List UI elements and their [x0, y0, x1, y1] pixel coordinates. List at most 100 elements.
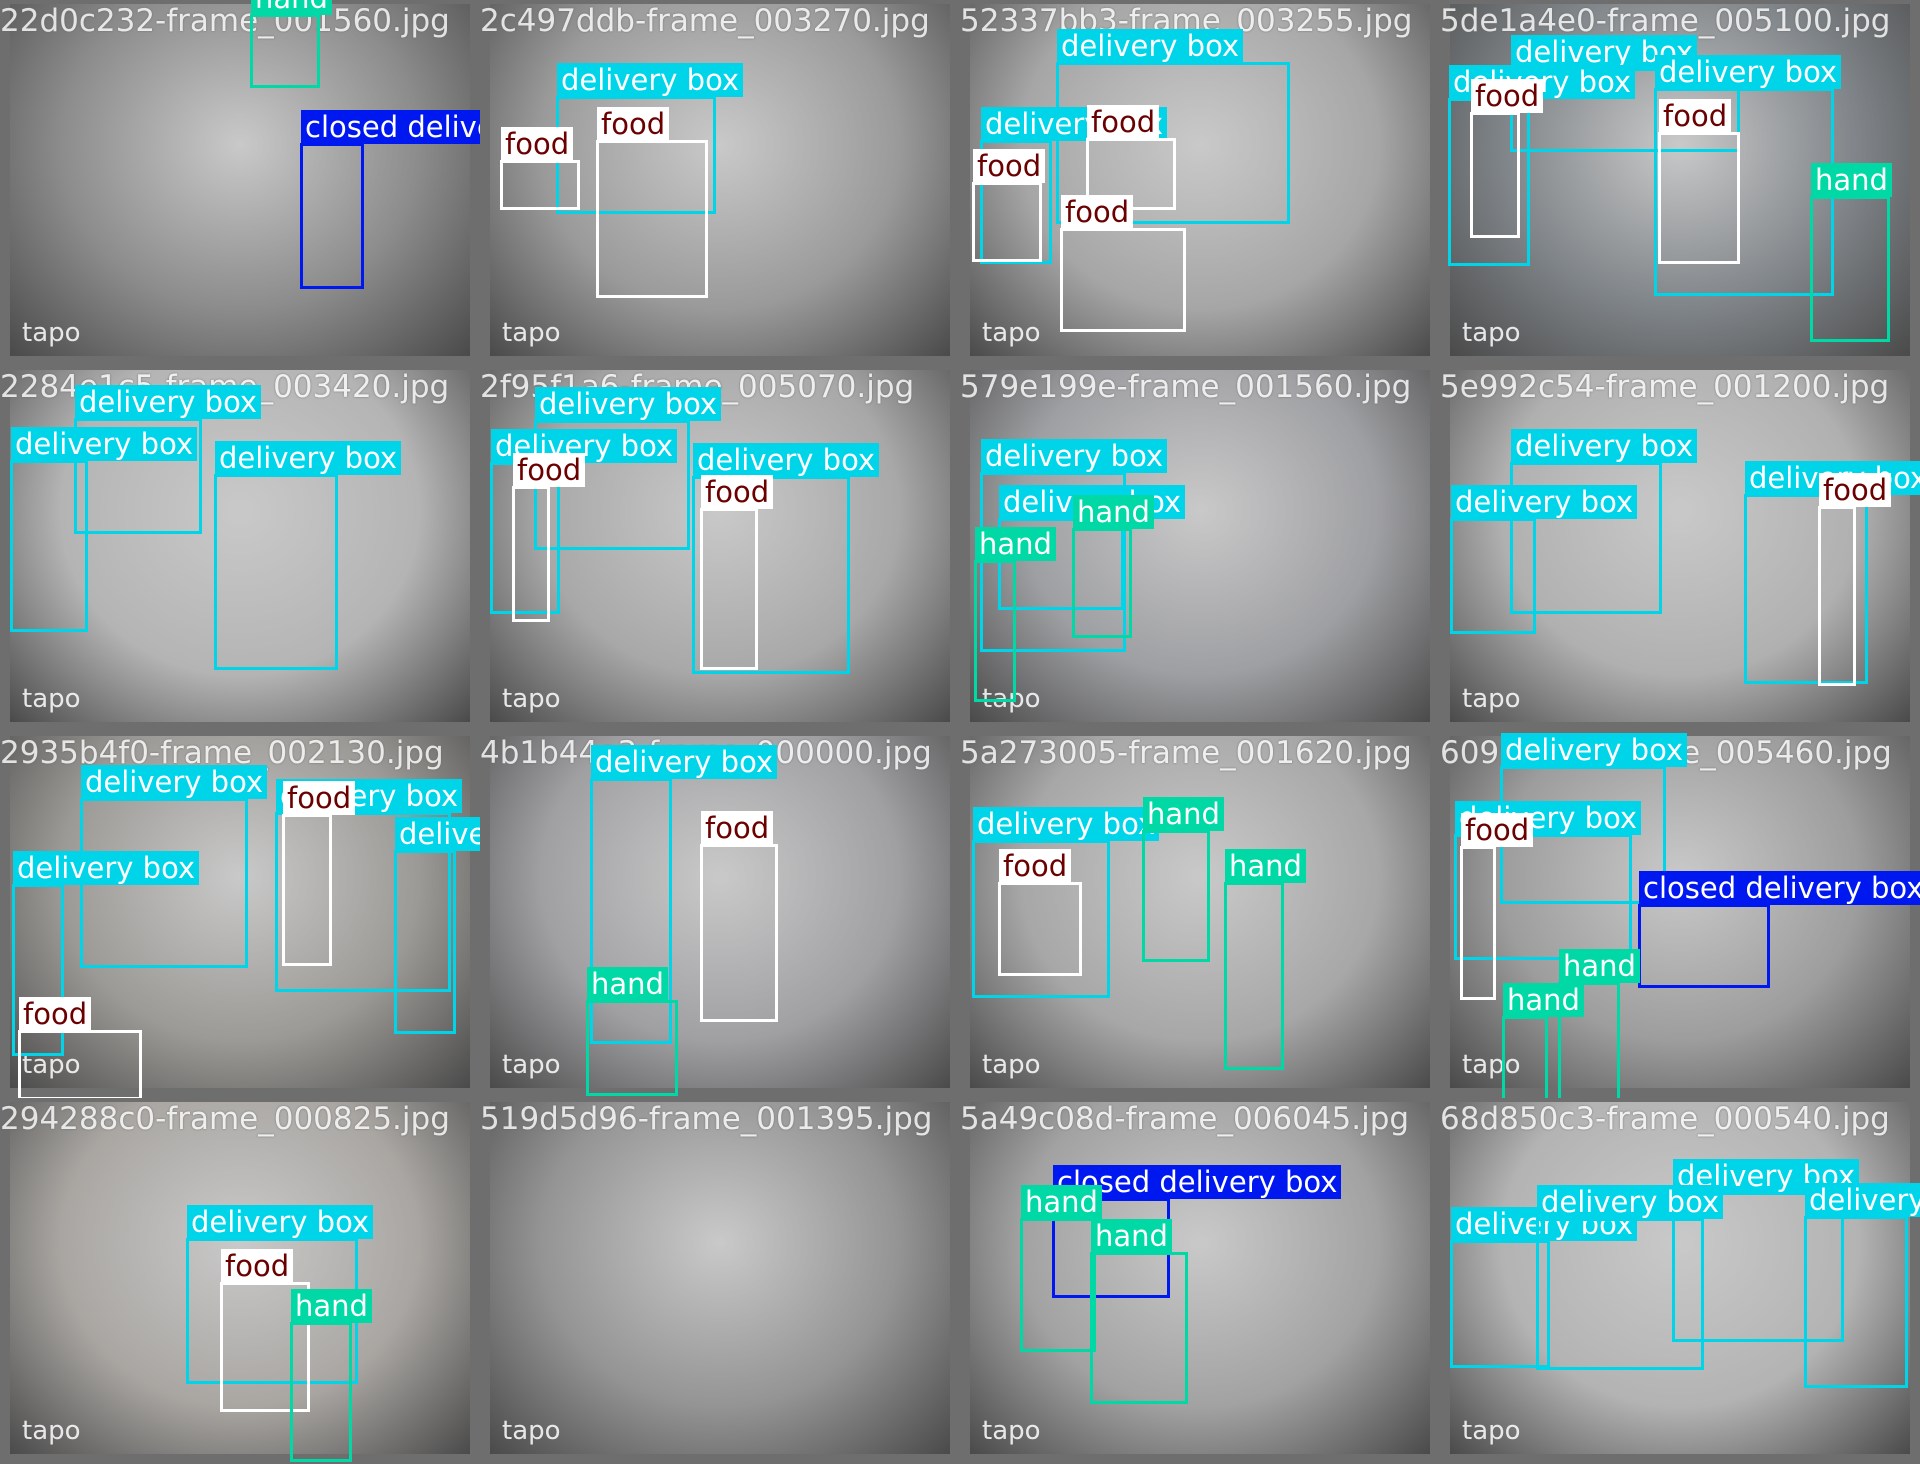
- image-tile: tapo 5a49c08d-frame_006045.jpg closed deli…: [960, 1098, 1440, 1464]
- detection-label: delivery box: [1537, 1185, 1723, 1219]
- detection-label: hand: [1073, 495, 1154, 529]
- detection-label: delivery box: [395, 817, 480, 851]
- detection-box-food: food: [1658, 132, 1740, 264]
- detection-label: food: [1461, 813, 1533, 847]
- detection-box-delivery-box: delivery box: [1450, 1240, 1550, 1368]
- image-tile: tapo 2c497ddb-frame_003270.jpg delivery bo…: [480, 0, 960, 366]
- detection-label: food: [501, 127, 573, 161]
- camera-watermark: tapo: [1462, 1416, 1521, 1446]
- detection-label: delivery box: [693, 443, 879, 477]
- detection-label: delivery box: [81, 765, 267, 799]
- detection-label: hand: [1021, 1185, 1102, 1219]
- camera-watermark: tapo: [502, 1050, 561, 1080]
- detection-box-delivery-box: delivery box: [10, 460, 88, 632]
- detection-label: delivery box: [535, 387, 721, 421]
- detection-box-food: food: [972, 182, 1042, 262]
- detection-box-hand: hand: [586, 1000, 678, 1096]
- detection-box-food: food: [700, 508, 758, 670]
- camera-watermark: tapo: [502, 1416, 561, 1446]
- image-tile: tapo4b1b44e3-frame_000000.jpgdelivery bo…: [480, 732, 960, 1098]
- detection-label: food: [701, 811, 773, 845]
- camera-watermark: tapo: [982, 1416, 1041, 1446]
- detection-label: hand: [251, 0, 332, 15]
- detection-box-delivery-box: delivery box: [1804, 1216, 1908, 1388]
- image-tile: tapo 5de1a4e0-frame_005100.jpg delivery bo…: [1440, 0, 1920, 366]
- image-tile: tapo 579e199e-frame_001560.jpg delivery bo…: [960, 366, 1440, 732]
- detection-box-hand: hand: [1502, 1016, 1548, 1098]
- camera-watermark: tapo: [22, 684, 81, 714]
- detection-label: food: [513, 453, 585, 487]
- camera-watermark: tapo: [502, 684, 561, 714]
- image-tile: tapo 2935b4f0-frame_002130.jpg delivery bo…: [0, 732, 480, 1098]
- detection-label: food: [701, 475, 773, 509]
- detection-box-hand: hand: [1090, 1252, 1188, 1404]
- frame-filename: 68d850c3-frame_000540.jpg: [1440, 1102, 1890, 1136]
- detection-label: hand: [587, 967, 668, 1001]
- detection-label: food: [1087, 105, 1159, 139]
- detection-box-delivery-box: delivery box: [214, 474, 338, 670]
- image-tile: tapo6099be10-frame_005460.jpgdelivery bo…: [1440, 732, 1920, 1098]
- detection-label: delivery box: [1501, 733, 1687, 767]
- detection-label: delivery box: [1655, 55, 1841, 89]
- detection-label: delivery box: [13, 851, 199, 885]
- camera-watermark: tapo: [1462, 318, 1521, 348]
- detection-box-delivery-box: delivery box: [1450, 518, 1536, 634]
- detection-box-hand: hand: [1142, 830, 1210, 962]
- detection-box-hand: hand: [290, 1322, 352, 1462]
- detection-box-food: food: [998, 882, 1082, 976]
- detection-label: closed delivery box: [1639, 871, 1920, 905]
- detection-label: hand: [1225, 849, 1306, 883]
- detection-label: delivery box: [973, 807, 1159, 841]
- detection-box-hand: hand: [1810, 196, 1890, 342]
- image-tile: tapo 68d850c3-frame_000540.jpg delivery bo…: [1440, 1098, 1920, 1464]
- camera-watermark: tapo: [982, 1050, 1041, 1080]
- detection-label: delivery box: [1805, 1183, 1920, 1217]
- image-tile: tapo 5a273005-frame_001620.jpg delivery bo…: [960, 732, 1440, 1098]
- camera-watermark: tapo: [502, 318, 561, 348]
- image-tile: tapo 5e992c54-frame_001200.jpg delivery bo…: [1440, 366, 1920, 732]
- detection-label: delivery box: [75, 385, 261, 419]
- detection-box-food: food: [1470, 112, 1520, 238]
- detection-label: food: [1819, 473, 1891, 507]
- detection-label: food: [1471, 79, 1543, 113]
- detection-label: food: [1061, 195, 1133, 229]
- detection-label: delivery box: [11, 427, 197, 461]
- detection-label: delivery box: [557, 63, 743, 97]
- detection-label: delivery box: [591, 745, 777, 779]
- frame-filename: 2c497ddb-frame_003270.jpg: [480, 4, 930, 38]
- frame-filename: 5de1a4e0-frame_005100.jpg: [1440, 4, 1890, 38]
- frame-filename: 5a49c08d-frame_006045.jpg: [960, 1102, 1409, 1136]
- detection-box-food: food: [282, 814, 332, 966]
- camera-watermark: tapo: [22, 318, 81, 348]
- detection-label: delivery box: [1511, 429, 1697, 463]
- detection-box-food: food: [1818, 506, 1856, 686]
- detection-box-food: food: [1460, 846, 1496, 1000]
- detection-box-food: food: [500, 160, 580, 210]
- detection-box-food: food: [18, 1030, 142, 1098]
- detection-box-hand: hand: [1020, 1218, 1096, 1352]
- detection-label: food: [283, 781, 355, 815]
- detection-label: delivery box: [215, 441, 401, 475]
- detection-label: food: [19, 997, 91, 1031]
- detection-label: hand: [1811, 163, 1892, 197]
- camera-watermark: tapo: [22, 1416, 81, 1446]
- camera-watermark: tapo: [1462, 684, 1521, 714]
- image-tile: tapo 22d0c232-frame_001560.jpghand closed …: [0, 0, 480, 366]
- detection-box-hand: hand: [1072, 528, 1132, 638]
- camera-frame: tapo: [490, 1102, 950, 1454]
- detection-label: delivery box: [1451, 485, 1637, 519]
- detection-label: delivery box: [1057, 29, 1243, 63]
- detection-box-delivery-box: delivery box: [1536, 1218, 1704, 1370]
- detection-label: food: [999, 849, 1071, 883]
- detection-label: delivery box: [981, 439, 1167, 473]
- detection-label: hand: [1503, 983, 1584, 1017]
- detection-label: food: [973, 149, 1045, 183]
- image-tile: tapo 52337bb3-frame_003255.jpg delivery bo…: [960, 0, 1440, 366]
- detection-label: hand: [291, 1289, 372, 1323]
- detection-label: food: [1659, 99, 1731, 133]
- detection-box-closed-delivery-box: closed delivery box: [1638, 904, 1770, 988]
- detection-box-hand: hand: [1224, 882, 1284, 1070]
